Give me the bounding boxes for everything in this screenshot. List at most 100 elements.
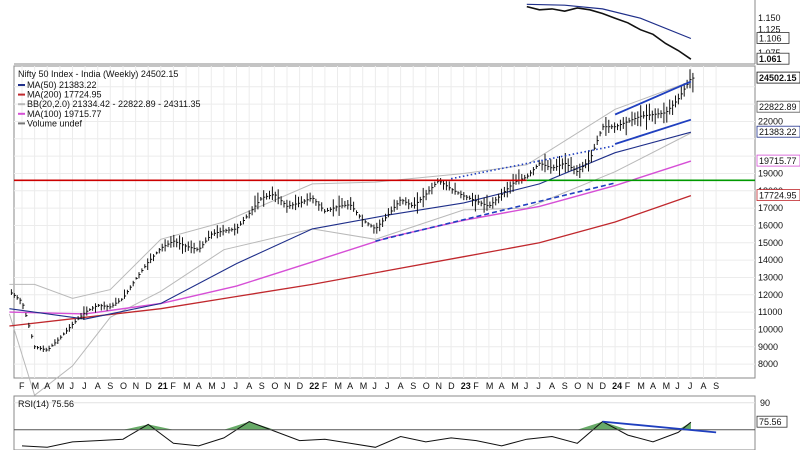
x-tick-label: F — [473, 381, 479, 391]
x-tick-label: A — [549, 381, 555, 391]
x-tick-label: O — [120, 381, 127, 391]
price-y-tick-label: 16000 — [758, 221, 783, 231]
x-tick-label: D — [448, 381, 455, 391]
x-tick-label: 24 — [612, 381, 622, 391]
x-tick-label: D — [297, 381, 304, 391]
x-tick-label: O — [423, 381, 430, 391]
rs-y-tick-label: 1.125 — [758, 25, 781, 35]
rs-value-label: 1.106 — [759, 34, 782, 44]
x-tick-label: A — [44, 381, 50, 391]
x-tick-label: D — [600, 381, 607, 391]
x-tick-label: J — [536, 381, 541, 391]
price-panel-frame — [13, 65, 756, 379]
price-value-label: 22822.89 — [759, 102, 797, 112]
price-value-label-box — [756, 71, 800, 84]
x-tick-label: M — [335, 381, 343, 391]
price-value-label: 21383.22 — [759, 127, 797, 137]
price-panel: 2200019000180001700016000150001400013000… — [8, 65, 800, 397]
x-tick-label: F — [19, 381, 25, 391]
x-tick-label: A — [347, 381, 353, 391]
x-tick-label: M — [208, 381, 216, 391]
x-tick-label: J — [385, 381, 390, 391]
price-y-tick-label: 17000 — [758, 203, 783, 213]
x-tick-label: O — [271, 381, 278, 391]
x-tick-label: J — [221, 381, 226, 391]
x-tick-label: S — [107, 381, 113, 391]
bollinger-upper-line — [9, 80, 692, 299]
x-tick-label: F — [625, 381, 631, 391]
x-tick-label: J — [372, 381, 377, 391]
price-y-tick-label: 22000 — [758, 117, 783, 127]
x-tick-label: A — [650, 381, 656, 391]
price-value-label-box — [756, 154, 800, 167]
x-tick-label: A — [95, 381, 101, 391]
price-y-tick-label: 14000 — [758, 255, 783, 265]
price-y-tick-label: 11000 — [758, 307, 782, 317]
chart-legend: Nifty 50 Index - India (Weekly) 24502.15… — [18, 69, 200, 128]
x-tick-label: M — [32, 381, 39, 391]
rsi-line — [21, 420, 692, 448]
rs-y-tick-label: 1.150 — [758, 13, 781, 23]
x-tick-label: O — [574, 381, 581, 391]
rs-y-tick-label: 1.075 — [758, 48, 781, 58]
x-tick-label: S — [562, 381, 568, 391]
rs-value-label: 1.061 — [759, 54, 782, 64]
legend-entry: MA(50) 21383.22 — [27, 80, 97, 90]
x-tick-label: J — [234, 381, 239, 391]
x-tick-label: J — [688, 381, 693, 391]
x-tick-label: A — [398, 381, 404, 391]
legend-entry: MA(200) 17724.95 — [27, 90, 102, 100]
price-value-label: 17724.95 — [759, 191, 797, 201]
trendline-solid — [614, 80, 692, 116]
x-tick-label: S — [410, 381, 416, 391]
rsi-overbought-area — [22, 421, 691, 430]
rsi-value-label-box — [756, 415, 788, 428]
x-tick-label: 22 — [309, 381, 319, 391]
trendline-dashed — [375, 182, 616, 242]
x-tick-label: F — [170, 381, 176, 391]
ma200-line — [9, 194, 692, 327]
chart-title: Nifty 50 Index - India (Weekly) 24502.15 — [18, 69, 178, 79]
x-tick-label: J — [524, 381, 529, 391]
rs-series-line-0 — [526, 5, 692, 60]
rsi-y-tick-label: 90 — [760, 398, 770, 408]
price-value-label-box — [756, 189, 800, 202]
x-tick-label: M — [183, 381, 191, 391]
x-tick-label: M — [57, 381, 65, 391]
x-tick-label: S — [713, 381, 719, 391]
price-value-label-box — [756, 125, 800, 138]
rs-value-label-box — [756, 32, 790, 44]
x-tick-label: M — [360, 381, 368, 391]
x-tick-label: N — [133, 381, 140, 391]
x-tick-label: S — [259, 381, 265, 391]
rsi-title: RSI(14) 75.56 — [18, 399, 74, 409]
trendline-solid — [614, 118, 692, 145]
price-value-label: 24502.15 — [759, 73, 797, 83]
x-tick-label: A — [196, 381, 202, 391]
price-y-tick-label: 8000 — [758, 359, 778, 369]
x-tick-label: M — [637, 381, 645, 391]
x-tick-label: 23 — [461, 381, 471, 391]
x-tick-label: A — [701, 381, 707, 391]
x-tick-label: N — [587, 381, 594, 391]
rsi-panel-frame — [13, 395, 756, 450]
price-y-tick-label: 10000 — [758, 325, 783, 335]
price-value-label: 19715.77 — [759, 156, 797, 166]
legend-entry: BB(20,2.0) 21334.42 - 22822.89 - 24311.3… — [27, 99, 200, 109]
x-tick-label: M — [511, 381, 519, 391]
rsi-value-label: 75.56 — [759, 417, 782, 427]
x-tick-label: D — [145, 381, 152, 391]
rsi-trendline — [602, 420, 717, 434]
price-y-tick-label: 12000 — [758, 290, 783, 300]
x-tick-label: M — [663, 381, 671, 391]
price-y-tick-label: 19000 — [758, 169, 783, 179]
rs-value-label-box — [756, 52, 790, 65]
x-tick-label: J — [70, 381, 75, 391]
price-y-tick-label: 9000 — [758, 342, 778, 352]
x-tick-label: A — [246, 381, 252, 391]
x-tick-label: A — [499, 381, 505, 391]
price-y-tick-label: 15000 — [758, 238, 783, 248]
legend-entry: Volume undef — [27, 118, 83, 128]
